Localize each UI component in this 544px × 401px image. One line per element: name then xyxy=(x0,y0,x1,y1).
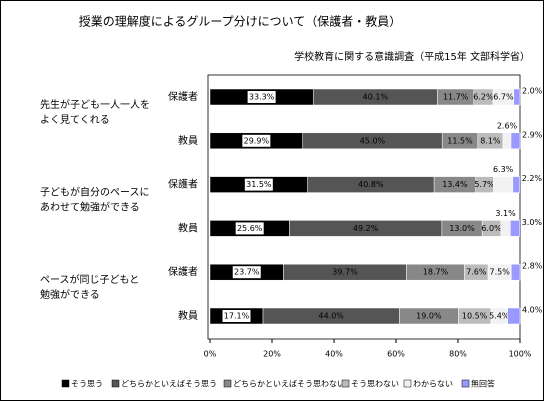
category-label: 保護者 xyxy=(168,90,198,103)
bar-segment xyxy=(511,263,521,281)
value-label: 6.3% xyxy=(493,165,514,174)
value-label: 40.8% xyxy=(358,180,384,189)
legend-label: どちらかといえばそう思う xyxy=(121,380,217,389)
bar-segment xyxy=(500,220,511,237)
chart-subtitle: 学校教育に関する意識調査（平成15年 文部科学省） xyxy=(294,50,530,63)
value-label: 39.7% xyxy=(332,268,358,277)
label-box xyxy=(235,222,264,235)
bar-segment xyxy=(512,176,520,193)
group-label: よく見てくれる xyxy=(40,114,110,126)
value-label: 5.7% xyxy=(474,180,495,189)
value-label: 33.3% xyxy=(249,93,275,102)
value-label: 25.6% xyxy=(237,224,263,233)
bar-segment xyxy=(513,88,521,106)
x-tick-label: 20% xyxy=(263,350,281,359)
bar-segment xyxy=(502,132,512,150)
value-label: 45.0% xyxy=(360,136,386,145)
value-label: 2.8% xyxy=(522,262,543,271)
value-label: 6.2% xyxy=(473,93,494,102)
category-label: 保護者 xyxy=(168,178,198,191)
legend-swatch xyxy=(61,379,70,388)
value-label: 2.0% xyxy=(522,87,543,96)
legend-label: そう思わない xyxy=(351,380,399,389)
group-label: ペースが同じ子どもと xyxy=(40,273,139,286)
group-label: 先生が子ども一人一人を xyxy=(40,98,150,111)
label-box xyxy=(242,134,271,147)
value-label: 7.5% xyxy=(490,268,511,277)
group-label: 子どもが自分のペースに xyxy=(40,186,150,199)
value-label: 6.0% xyxy=(481,224,502,233)
value-label: 8.1% xyxy=(480,136,501,145)
value-label: 3.0% xyxy=(522,218,543,227)
value-label: 49.2% xyxy=(353,224,379,233)
legend-swatch xyxy=(223,379,232,388)
value-label: 2.6% xyxy=(497,121,518,130)
value-label: 7.6% xyxy=(466,268,487,277)
value-label: 18.7% xyxy=(423,268,449,277)
value-label: 13.0% xyxy=(449,224,475,233)
legend-label: そう思う xyxy=(71,380,103,389)
plot-frame xyxy=(207,74,521,340)
chart-title: 授業の理解度によるグループ分けについて（保護者・教員） xyxy=(79,14,402,29)
category-label: 教員 xyxy=(178,309,198,322)
value-label: 23.7% xyxy=(234,268,260,277)
value-label: 31.5% xyxy=(246,180,272,189)
legend-label: どちらかといえばそう思わない xyxy=(233,380,345,389)
category-label: 教員 xyxy=(178,134,198,147)
label-box xyxy=(222,310,251,322)
x-tick-label: 60% xyxy=(387,350,405,359)
value-label: 5.4% xyxy=(489,312,510,321)
legend-swatch xyxy=(111,379,120,388)
legend-label: わからない xyxy=(413,380,453,389)
bar-segment xyxy=(510,132,521,150)
value-label: 13.4% xyxy=(442,180,468,189)
bar-segment xyxy=(493,176,514,193)
legend-swatch xyxy=(403,379,412,388)
legend-label: 無回答 xyxy=(471,379,495,389)
legend-swatch xyxy=(461,379,470,388)
value-label: 11.5% xyxy=(447,136,473,145)
value-label: 3.1% xyxy=(495,209,516,218)
group-label: 勉強ができる xyxy=(40,288,100,301)
bar-segment xyxy=(510,220,520,237)
legend-swatch xyxy=(341,379,350,388)
value-label: 40.1% xyxy=(363,93,389,102)
value-label: 11.7% xyxy=(443,93,469,102)
value-label: 2.2% xyxy=(522,174,543,183)
category-label: 教員 xyxy=(178,221,198,234)
category-label: 保護者 xyxy=(168,265,198,278)
x-tick-label: 100% xyxy=(509,350,532,359)
value-label: 4.0% xyxy=(522,306,543,315)
x-tick-label: 0% xyxy=(204,350,217,359)
label-box xyxy=(247,91,276,103)
value-label: 44.0% xyxy=(318,312,344,321)
bar-segment xyxy=(507,307,521,325)
group-label: あわせて勉強ができる xyxy=(40,201,140,214)
value-label: 10.5% xyxy=(462,312,488,321)
x-tick-label: 40% xyxy=(325,350,343,359)
value-label: 6.7% xyxy=(493,93,514,102)
label-box xyxy=(232,266,261,279)
label-box xyxy=(244,178,273,191)
value-label: 29.9% xyxy=(244,136,270,145)
value-label: 19.0% xyxy=(416,312,442,321)
value-label: 17.1% xyxy=(224,312,250,321)
x-tick-label: 80% xyxy=(449,350,467,359)
value-label: 2.9% xyxy=(522,130,543,139)
